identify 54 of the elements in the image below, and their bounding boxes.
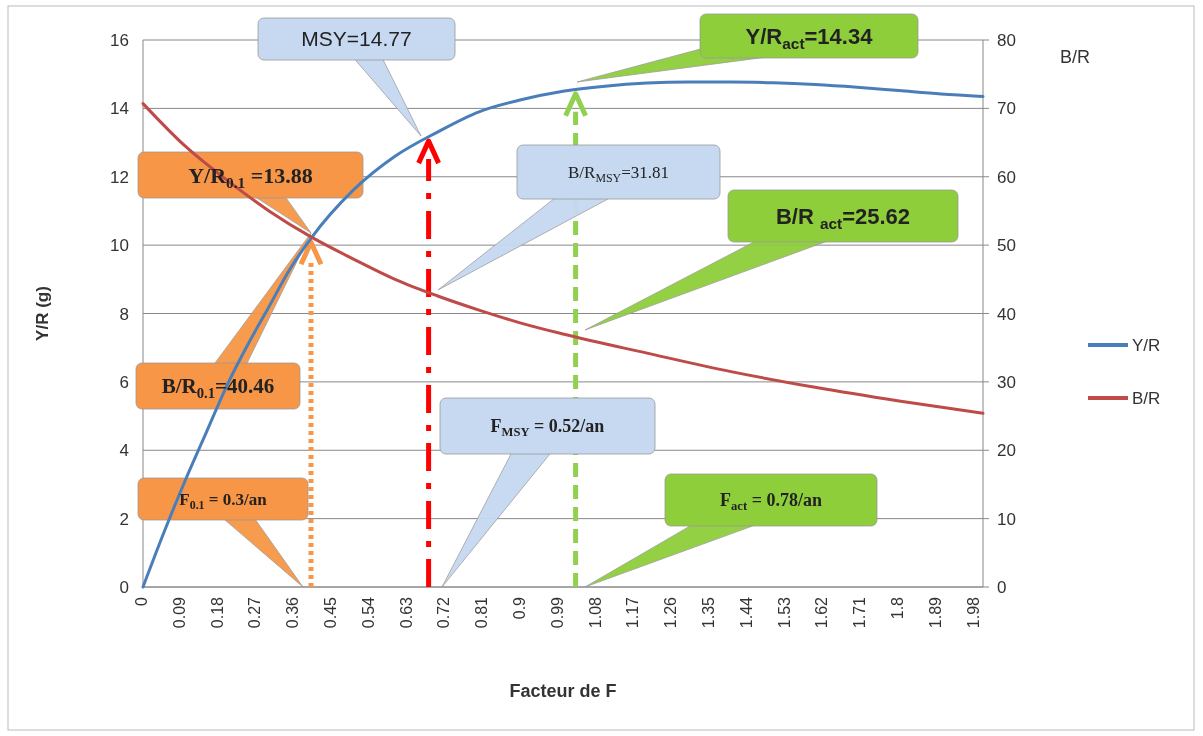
y2-tick-label: 40 xyxy=(997,304,1016,324)
x-tick-label: 0.63 xyxy=(397,596,415,629)
x-tick-label: 1.44 xyxy=(737,596,755,629)
line-series xyxy=(141,102,985,415)
y-tick-label: 6 xyxy=(119,372,129,392)
y2-tick-label: 0 xyxy=(997,578,1007,597)
x-tick-label: 0.45 xyxy=(322,596,339,629)
x-tick-label: 1.71 xyxy=(851,596,869,629)
y-tick-label: 8 xyxy=(119,304,129,324)
x-tick-label: 1.08 xyxy=(586,596,604,629)
y2-tick-label: 20 xyxy=(997,441,1016,461)
x-tick-label: 1.17 xyxy=(624,596,642,629)
y-tick-label: 12 xyxy=(110,167,129,187)
y-tick-label: 0 xyxy=(119,578,129,597)
y2-tick-label: 70 xyxy=(997,99,1016,119)
y2-tick-label: 10 xyxy=(997,509,1016,529)
y2-tick-label: 80 xyxy=(997,31,1016,50)
x-tick-label: 0.9 xyxy=(511,596,528,620)
x-tick-label: 0 xyxy=(133,596,150,606)
x-tick-label: 0.99 xyxy=(548,596,566,629)
y-tick-label: 4 xyxy=(119,441,129,461)
y2-tick-label: 50 xyxy=(997,236,1016,256)
x-tick-label: 0.09 xyxy=(170,596,188,629)
x-tick-label: 1.62 xyxy=(813,596,831,629)
x-tick-label: 0.72 xyxy=(435,596,453,629)
y-tick-label: 10 xyxy=(110,236,129,256)
y-tick-label: 2 xyxy=(119,509,129,529)
x-tick-label: 1.26 xyxy=(662,596,680,629)
x-tick-label: 0.36 xyxy=(284,596,302,629)
x-tick-label: 0.81 xyxy=(473,596,491,629)
y-tick-label: 16 xyxy=(110,31,129,50)
annotation: B/R$_{MSY}$=31.81 xyxy=(567,162,670,185)
x-tick-label: 0.27 xyxy=(246,596,264,629)
x-tick-label: 0.18 xyxy=(208,596,226,629)
annotation: F$_{act}$ = 0.78/an xyxy=(720,490,822,514)
annotation: MSY=14.77 xyxy=(301,27,412,51)
x-tick-label: 1.98 xyxy=(964,596,982,629)
y-axis-title: Y/R (g) xyxy=(33,286,52,341)
y2-axis-title: B/R xyxy=(1060,47,1091,67)
y2-tick-label: 30 xyxy=(997,372,1016,392)
legend-label: Y/R xyxy=(1132,336,1161,355)
x-tick-label: 1.53 xyxy=(775,596,793,629)
y-tick-label: 14 xyxy=(110,99,129,119)
x-tick-label: 1.35 xyxy=(700,596,717,629)
annotation: Y/R$_{act}$=14.34 xyxy=(745,23,874,52)
legend-label: B/R xyxy=(1132,389,1161,408)
annotation: B/R $_{act}$=25.62 xyxy=(775,203,911,232)
x-axis-title: Facteur de F xyxy=(509,681,617,701)
annotation: F$_{MSY}$ = 0.52/an xyxy=(490,416,605,440)
annotation: F$_{0.1}$ = 0.3/an xyxy=(179,489,268,512)
x-tick-label: 1.89 xyxy=(926,596,944,629)
x-tick-label: 0.54 xyxy=(359,596,377,629)
y2-tick-label: 60 xyxy=(997,167,1016,187)
x-tick-label: 1.8 xyxy=(889,596,906,620)
